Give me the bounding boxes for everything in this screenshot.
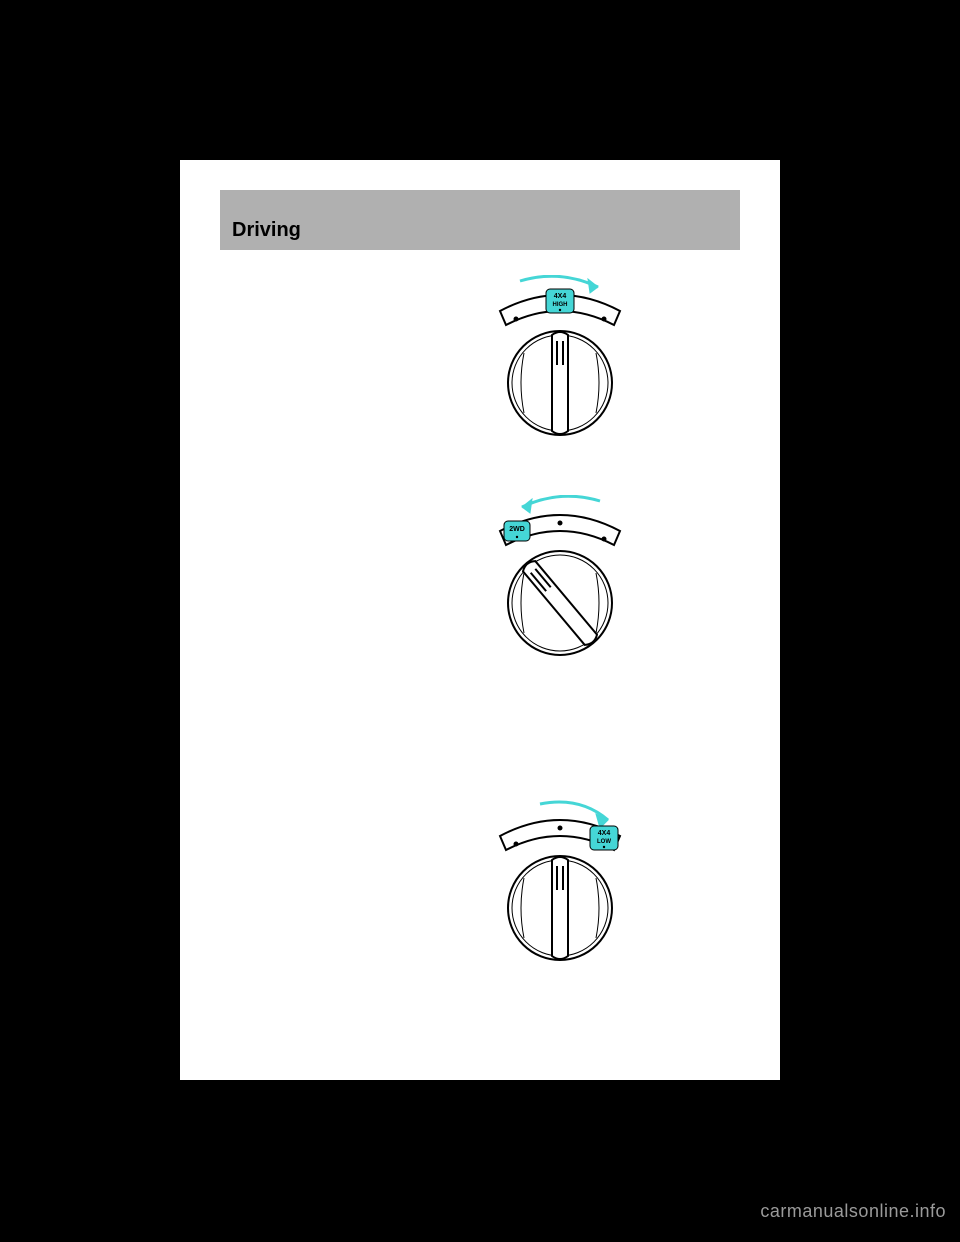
section-header-bar: Driving xyxy=(220,190,740,250)
arrow-arc xyxy=(520,276,598,287)
mode-label-line2: LOW xyxy=(597,839,611,845)
dial-svg-4x4-low: 4X4 LOW xyxy=(480,800,640,970)
dial-svg-2wd: 2WD xyxy=(480,495,640,665)
arrow-head-icon xyxy=(522,499,532,513)
dial-svg-4x4-high: 4X4 HIGH xyxy=(480,275,640,445)
dial-figure-4x4-low: 4X4 LOW xyxy=(480,800,640,970)
mode-label-line2: HIGH xyxy=(553,302,568,308)
arrow-arc xyxy=(522,496,600,507)
tick-left-icon xyxy=(514,317,519,322)
mode-label-line1: 4X4 xyxy=(598,830,611,837)
manual-page: Driving 4X4 HIGH xyxy=(180,160,780,1080)
tick-center-icon xyxy=(558,826,563,831)
section-title: Driving xyxy=(232,219,301,242)
mode-label-dot-icon xyxy=(603,846,605,848)
watermark-text: carmanualsonline.info xyxy=(760,1201,946,1222)
mode-label-dot-icon xyxy=(516,536,518,538)
arrow-head-icon xyxy=(588,279,598,293)
knob-handle xyxy=(552,857,568,959)
dial-figure-2wd: 2WD xyxy=(480,495,640,665)
tick-center-icon xyxy=(558,521,563,526)
tick-right-icon xyxy=(602,537,607,542)
mode-label-dot-icon xyxy=(559,309,561,311)
knob-handle xyxy=(552,332,568,434)
mode-label-line1: 2WD xyxy=(509,526,525,533)
dial-figure-4x4-high: 4X4 HIGH xyxy=(480,275,640,445)
tick-left-icon xyxy=(514,842,519,847)
mode-label-line1: 4X4 xyxy=(554,293,567,300)
tick-right-icon xyxy=(602,317,607,322)
